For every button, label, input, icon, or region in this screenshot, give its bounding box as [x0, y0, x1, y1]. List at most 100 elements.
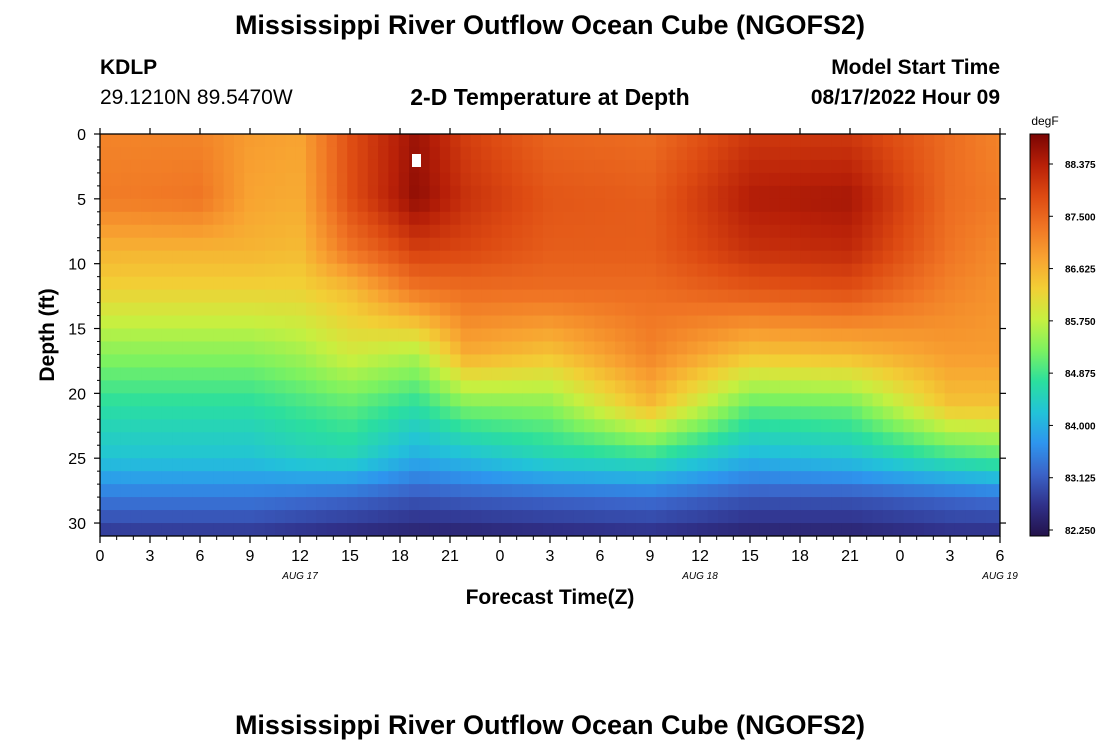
- heatmap-cell: [913, 185, 925, 200]
- heatmap-cell: [635, 134, 647, 148]
- heatmap-cell: [388, 328, 400, 343]
- heatmap-cell: [882, 237, 894, 252]
- heatmap-cell: [687, 198, 698, 213]
- heatmap-cell: [924, 432, 935, 446]
- heatmap-cell: [810, 471, 822, 485]
- heatmap-cell: [954, 289, 966, 304]
- heatmap-cell: [254, 367, 266, 381]
- heatmap-cell: [316, 510, 328, 524]
- heatmap-cell: [285, 510, 297, 524]
- heatmap-cell: [831, 419, 843, 433]
- heatmap-cell: [625, 315, 637, 330]
- heatmap-cell: [563, 289, 575, 304]
- heatmap-cell: [769, 211, 781, 226]
- heatmap-cell: [563, 328, 575, 343]
- heatmap-cell: [563, 419, 575, 433]
- heatmap-cell: [645, 289, 657, 304]
- heatmap-cell: [975, 134, 987, 148]
- heatmap-cell: [584, 419, 595, 433]
- heatmap-cell: [831, 250, 843, 265]
- heatmap-cell: [120, 263, 132, 278]
- heatmap-cell: [409, 380, 420, 394]
- heatmap-cell: [779, 523, 791, 536]
- heatmap-cell: [872, 211, 884, 226]
- heatmap-cell: [439, 445, 451, 459]
- heatmap-cell: [872, 315, 884, 330]
- heatmap-cell: [944, 432, 956, 446]
- heatmap-cell: [141, 224, 153, 239]
- heatmap-cell: [398, 198, 410, 213]
- heatmap-cell: [553, 276, 565, 291]
- heatmap-cell: [192, 393, 204, 407]
- heatmap-cell: [316, 185, 328, 200]
- heatmap-cell: [553, 211, 565, 226]
- heatmap-cell: [542, 302, 554, 317]
- heatmap-cell: [357, 224, 369, 239]
- heatmap-cell: [512, 250, 523, 265]
- heatmap-cell: [357, 510, 369, 524]
- heatmap-cell: [357, 263, 369, 278]
- heatmap-cell: [378, 289, 389, 304]
- heatmap-cell: [244, 315, 256, 330]
- heatmap-cell: [419, 302, 431, 317]
- heatmap-cell: [306, 263, 317, 278]
- heatmap-cell: [893, 224, 904, 239]
- heatmap-cell: [491, 328, 503, 343]
- heatmap-cell: [872, 237, 884, 252]
- heatmap-cell: [851, 289, 863, 304]
- heatmap-cell: [769, 497, 781, 511]
- heatmap-cell: [522, 367, 534, 381]
- y-tick-label: 30: [68, 516, 86, 533]
- heatmap-cell: [326, 406, 338, 420]
- heatmap-cell: [501, 484, 513, 498]
- heatmap-cell: [192, 263, 204, 278]
- heatmap-cell: [264, 315, 276, 330]
- heatmap-cell: [120, 471, 132, 485]
- heatmap-cell: [821, 393, 832, 407]
- heatmap-cell: [656, 276, 668, 291]
- heatmap-cell: [100, 341, 111, 356]
- heatmap-cell: [707, 341, 719, 356]
- heatmap-cell: [450, 406, 462, 420]
- heatmap-cell: [542, 198, 554, 213]
- heatmap-cell: [388, 315, 400, 330]
- heatmap-cell: [203, 406, 214, 420]
- heatmap-cell: [594, 432, 606, 446]
- heatmap-cell: [604, 510, 616, 524]
- heatmap-cell: [244, 172, 256, 187]
- heatmap-cell: [790, 185, 801, 200]
- heatmap-cell: [254, 445, 266, 459]
- heatmap-cell: [862, 510, 874, 524]
- heatmap-cell: [779, 198, 791, 213]
- heatmap-cell: [913, 445, 925, 459]
- heatmap-cell: [316, 250, 328, 265]
- heatmap-cell: [985, 432, 997, 446]
- heatmap-cell: [316, 458, 328, 472]
- heatmap-cell: [213, 289, 225, 304]
- heatmap-cell: [924, 393, 935, 407]
- heatmap-cell: [161, 367, 173, 381]
- heatmap-cell: [707, 523, 719, 536]
- heatmap-cell: [779, 237, 791, 252]
- heatmap-cell: [254, 302, 266, 317]
- heatmap-cell: [409, 510, 420, 524]
- heatmap-cell: [398, 341, 410, 356]
- heatmap-cell: [151, 315, 163, 330]
- heatmap-cell: [615, 237, 626, 252]
- heatmap-cell: [903, 471, 915, 485]
- heatmap-cell: [141, 523, 153, 536]
- heatmap-cell: [110, 523, 122, 536]
- heatmap-cell: [924, 237, 935, 252]
- heatmap-cell: [687, 237, 698, 252]
- heatmap-cell: [409, 289, 420, 304]
- heatmap-cell: [656, 419, 668, 433]
- heatmap-cell: [831, 185, 843, 200]
- heatmap-cell: [666, 419, 678, 433]
- heatmap-cell: [584, 328, 595, 343]
- heatmap-cell: [573, 471, 585, 485]
- heatmap-cell: [357, 367, 369, 381]
- heatmap-cell: [203, 302, 214, 317]
- heatmap-cell: [295, 354, 307, 369]
- heatmap-cell: [563, 380, 575, 394]
- heatmap-cell: [542, 224, 554, 239]
